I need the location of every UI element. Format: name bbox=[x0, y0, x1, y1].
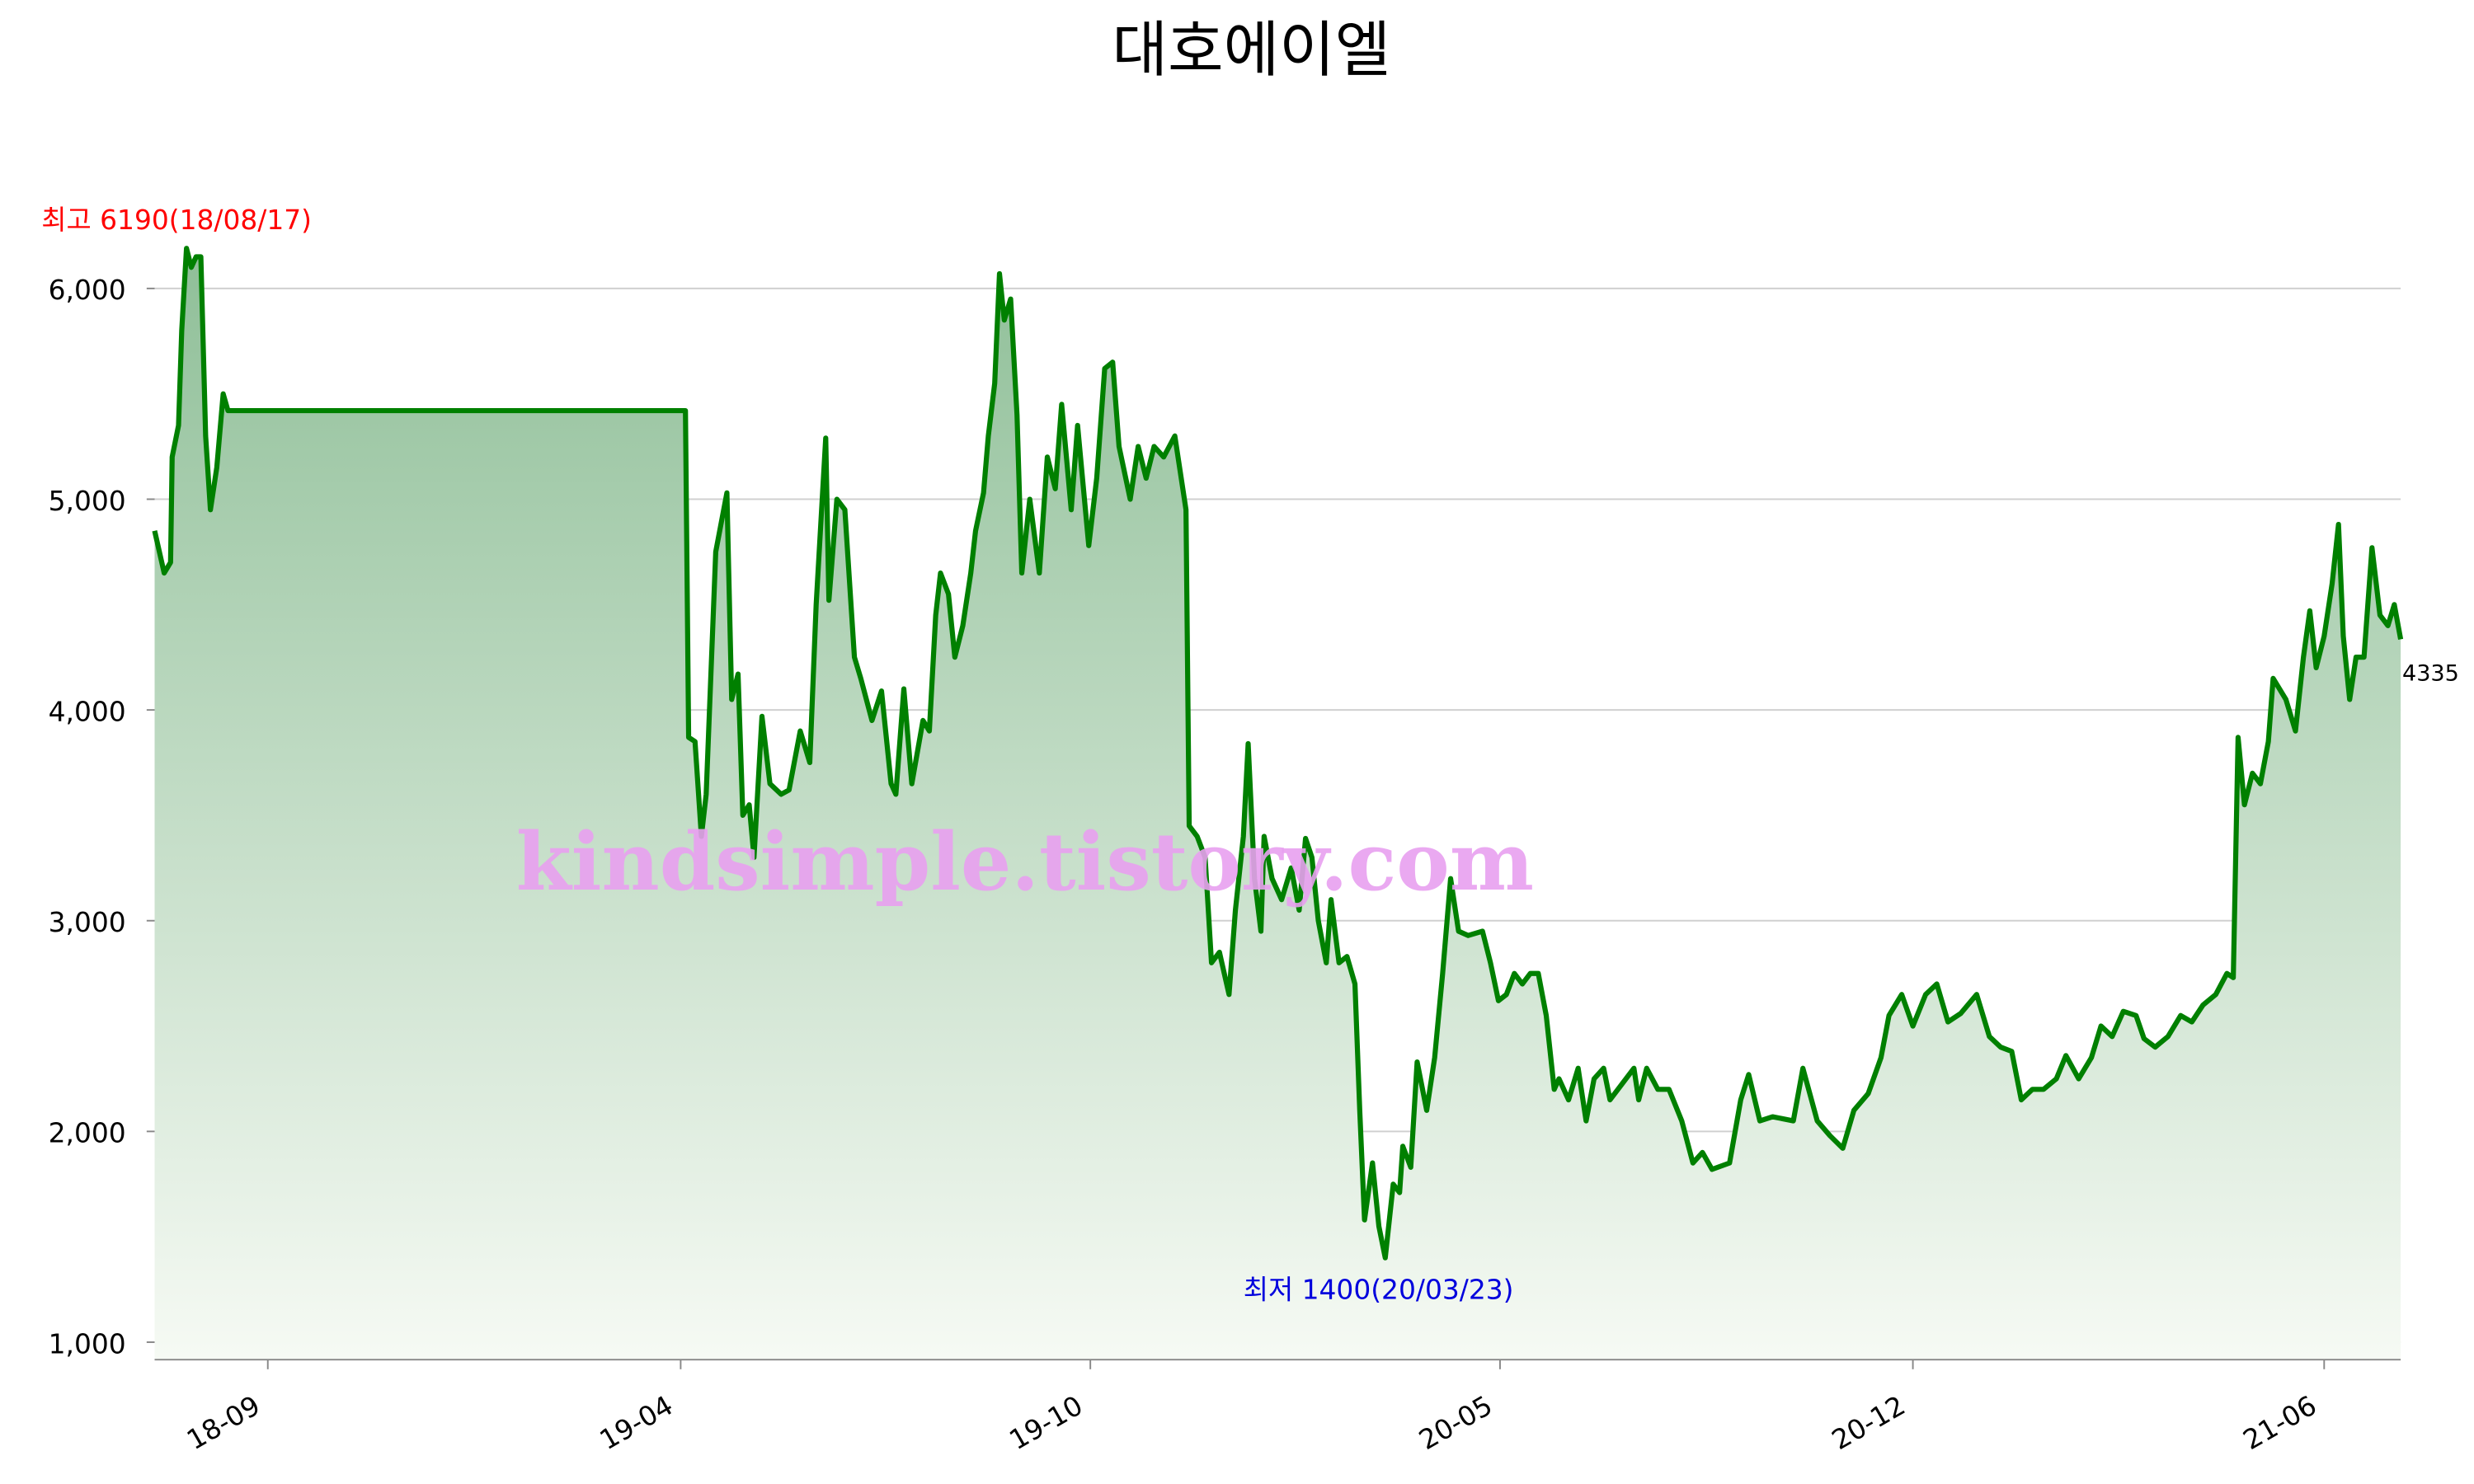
min-annotation: 최저 1400(20/03/23) bbox=[1244, 1274, 1514, 1306]
last-value-label: 4335 bbox=[2402, 660, 2459, 686]
x-tick-label: 21-06 bbox=[2237, 1389, 2321, 1457]
line bbox=[152, 246, 2404, 1261]
x-tick-label: 18-09 bbox=[181, 1389, 266, 1457]
y-tick-label: 3,000 bbox=[49, 906, 126, 938]
x-tick-label: 19-04 bbox=[594, 1389, 678, 1457]
y-tick-label: 1,000 bbox=[49, 1327, 126, 1360]
max-annotation: 최고 6190(18/08/17) bbox=[41, 204, 312, 236]
x-tick-label: 20-05 bbox=[1413, 1389, 1498, 1457]
watermark: kindsimple.tistory.com bbox=[516, 815, 1534, 909]
y-tick-label: 5,000 bbox=[49, 485, 126, 517]
y-tick-label: 6,000 bbox=[49, 274, 126, 306]
chart-title: 대호에이엘 bbox=[1112, 16, 1390, 86]
x-tick-label: 20-12 bbox=[1827, 1389, 1911, 1457]
x-tick-label: 19-10 bbox=[1004, 1389, 1088, 1457]
y-tick-label: 2,000 bbox=[49, 1117, 126, 1149]
area bbox=[154, 248, 2401, 1360]
y-tick-label: 4,000 bbox=[49, 695, 126, 727]
